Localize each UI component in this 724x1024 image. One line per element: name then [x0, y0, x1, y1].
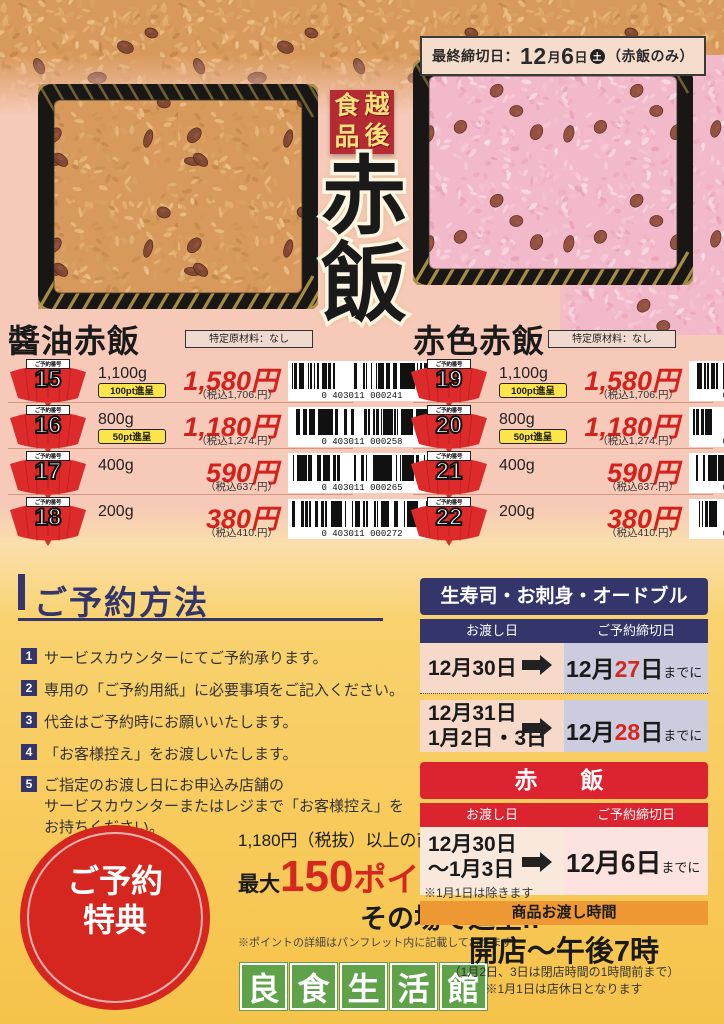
svg-text:0 403011 000265: 0 403011 000265	[321, 483, 402, 493]
svg-text:0 403011 000272: 0 403011 000272	[321, 529, 402, 539]
svg-text:0 403011 000241: 0 403011 000241	[321, 391, 402, 401]
svg-text:赤: 赤	[321, 149, 407, 245]
svg-text:0 403011 000258: 0 403011 000258	[321, 437, 402, 447]
svg-text:飯: 飯	[321, 236, 407, 330]
